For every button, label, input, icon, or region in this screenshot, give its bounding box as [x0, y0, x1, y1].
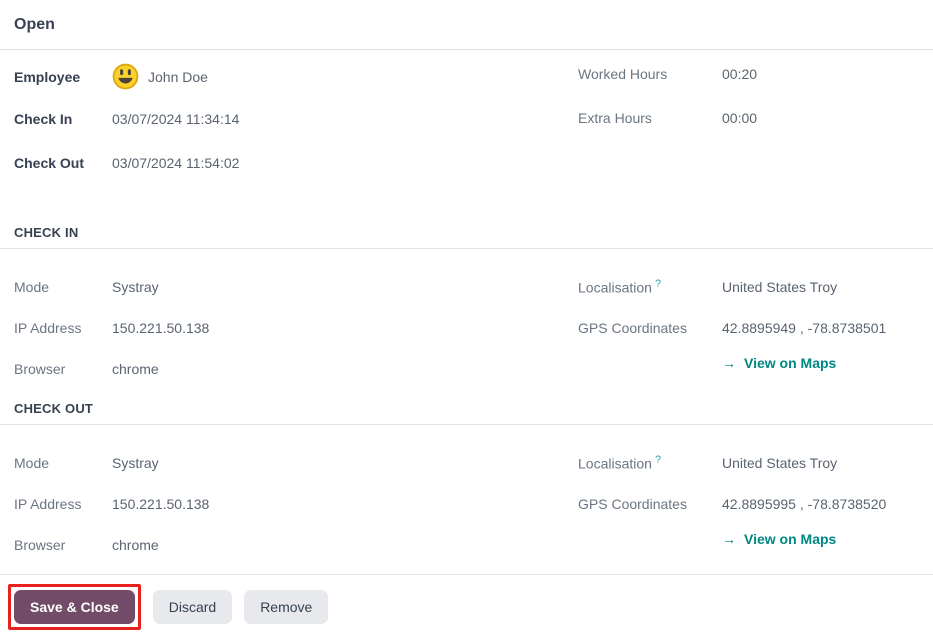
localisation-label-text: Localisation: [578, 279, 652, 296]
record-left-column: Employee John Doe Check In 03/07/2024 11…: [14, 63, 578, 196]
mode-value: Systray: [112, 455, 159, 471]
mode-label: Mode: [14, 455, 50, 471]
field-gps-coordinates: GPS Coordinates 42.8895949 , -78.8738501: [578, 317, 919, 339]
discard-button[interactable]: Discard: [152, 590, 233, 624]
field-mode: Mode Systray: [14, 276, 578, 298]
mode-label: Mode: [14, 279, 50, 295]
gps-coordinates-label: GPS Coordinates: [578, 496, 687, 512]
localisation-label: Localisation?: [578, 278, 722, 296]
check-in-left-column: Mode Systray IP Address 150.221.50.138 B…: [14, 276, 578, 399]
field-localisation: Localisation? United States Troy: [578, 452, 919, 474]
localisation-label-text: Localisation: [578, 455, 652, 472]
field-ip-address: IP Address 150.221.50.138: [14, 493, 578, 515]
localisation-value: United States Troy: [722, 279, 838, 295]
arrow-right-icon: →: [722, 355, 736, 371]
field-worked-hours: Worked Hours 00:20: [578, 63, 919, 85]
worked-hours-value: 00:20: [722, 66, 758, 82]
check-out-section-divider: [0, 424, 933, 425]
ip-address-value: 150.221.50.138: [112, 320, 210, 336]
field-mode: Mode Systray: [14, 452, 578, 474]
page-title: Open: [14, 16, 55, 33]
check-out-section: Mode Systray IP Address 150.221.50.138 B…: [14, 452, 919, 569]
field-localisation: Localisation? United States Troy: [578, 276, 919, 298]
check-out-label: Check Out: [14, 155, 85, 171]
gps-coordinates-value: 42.8895949 , -78.8738501: [722, 320, 887, 336]
field-browser: Browser chrome: [14, 534, 578, 556]
remove-button[interactable]: Remove: [244, 590, 329, 624]
field-browser: Browser chrome: [14, 358, 578, 380]
ip-address-label: IP Address: [14, 496, 82, 512]
extra-hours-label: Extra Hours: [578, 110, 652, 126]
view-on-maps-row: → View on Maps: [722, 528, 919, 550]
view-on-maps-link[interactable]: → View on Maps: [722, 355, 836, 371]
smiley-avatar-icon: [112, 63, 139, 90]
check-in-label: Check In: [14, 111, 73, 127]
gps-coordinates-label: GPS Coordinates: [578, 320, 687, 336]
check-in-section-title: CHECK IN: [14, 225, 79, 240]
gps-coordinates-value: 42.8895995 , -78.8738520: [722, 496, 887, 512]
record-fields: Employee John Doe Check In 03/07/2024 11…: [14, 63, 919, 196]
help-tooltip-icon[interactable]: ?: [654, 278, 662, 291]
record-right-column: Worked Hours 00:20 Extra Hours 00:00: [578, 63, 919, 196]
check-out-section-title: CHECK OUT: [14, 401, 94, 416]
field-extra-hours: Extra Hours 00:00: [578, 107, 919, 129]
view-on-maps-link[interactable]: → View on Maps: [722, 531, 836, 547]
extra-hours-value: 00:00: [722, 110, 758, 126]
browser-label: Browser: [14, 361, 66, 377]
title-divider: [0, 49, 933, 50]
view-on-maps-text: View on Maps: [744, 531, 837, 547]
check-in-section-divider: [0, 248, 933, 249]
check-in-value[interactable]: 03/07/2024 11:34:14: [112, 111, 240, 127]
field-gps-coordinates: GPS Coordinates 42.8895995 , -78.8738520: [578, 493, 919, 515]
check-out-right-column: Localisation? United States Troy GPS Coo…: [578, 452, 919, 569]
ip-address-value: 150.221.50.138: [112, 496, 210, 512]
dialog-footer: Save & Close Discard Remove: [8, 584, 919, 630]
view-on-maps-row: → View on Maps: [722, 352, 919, 374]
footer-divider: [0, 574, 933, 575]
view-on-maps-text: View on Maps: [744, 355, 837, 371]
save-and-close-button[interactable]: Save & Close: [14, 590, 135, 624]
browser-value: chrome: [112, 537, 159, 553]
check-in-right-column: Localisation? United States Troy GPS Coo…: [578, 276, 919, 399]
localisation-label: Localisation?: [578, 454, 722, 472]
worked-hours-label: Worked Hours: [578, 66, 668, 82]
check-in-section: Mode Systray IP Address 150.221.50.138 B…: [14, 276, 919, 399]
help-tooltip-icon[interactable]: ?: [654, 454, 662, 467]
employee-name[interactable]: John Doe: [148, 68, 208, 85]
employee-label: Employee: [14, 68, 81, 85]
check-out-value[interactable]: 03/07/2024 11:54:02: [112, 155, 240, 171]
browser-label: Browser: [14, 537, 66, 553]
mode-value: Systray: [112, 279, 159, 295]
browser-value: chrome: [112, 361, 159, 377]
red-highlight-annotation: Save & Close: [8, 584, 141, 630]
ip-address-label: IP Address: [14, 320, 82, 336]
field-check-in: Check In 03/07/2024 11:34:14: [14, 108, 578, 130]
field-employee: Employee John Doe: [14, 63, 578, 90]
localisation-value: United States Troy: [722, 455, 838, 471]
arrow-right-icon: →: [722, 531, 736, 547]
field-ip-address: IP Address 150.221.50.138: [14, 317, 578, 339]
field-check-out: Check Out 03/07/2024 11:54:02: [14, 152, 578, 174]
check-out-left-column: Mode Systray IP Address 150.221.50.138 B…: [14, 452, 578, 569]
